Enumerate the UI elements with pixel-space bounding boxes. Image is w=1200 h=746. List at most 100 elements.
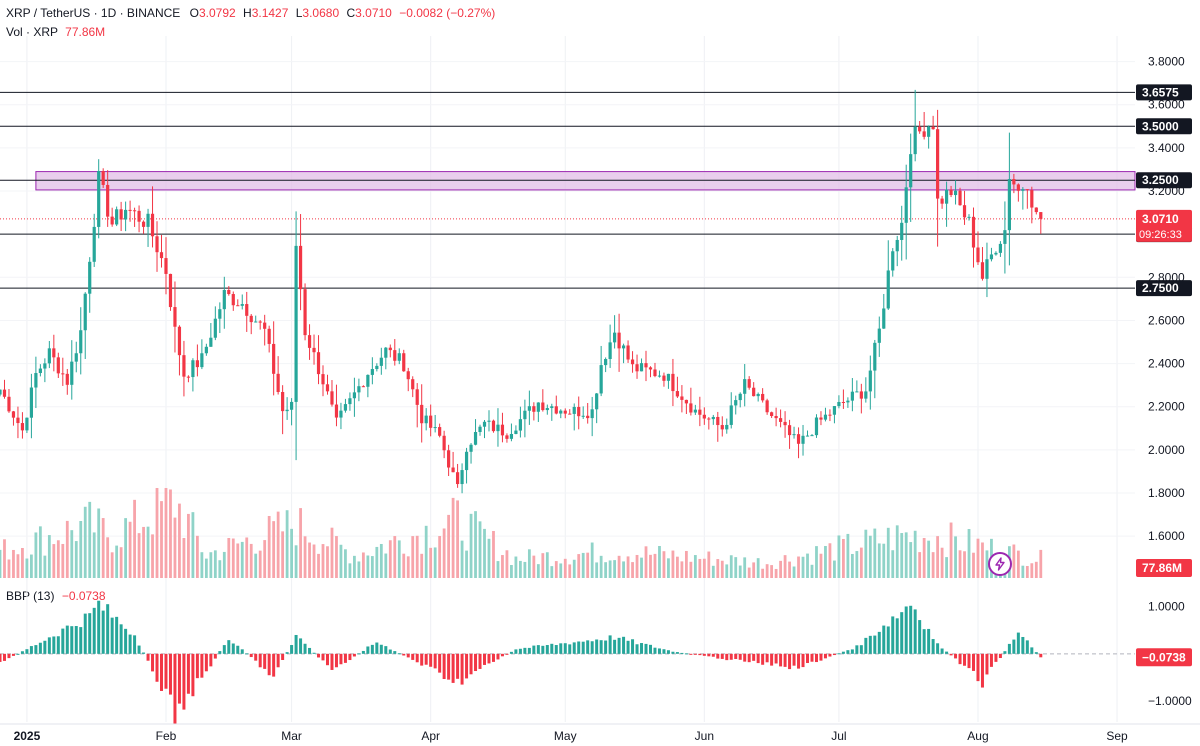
bbp-last-badge: −0.0738 <box>1136 648 1192 667</box>
candle <box>281 385 285 435</box>
volume-bar <box>496 561 500 578</box>
volume-bar <box>195 535 199 578</box>
volume-bar <box>124 518 128 578</box>
candle <box>2 379 7 399</box>
volume-bar <box>635 554 639 578</box>
candle <box>586 403 590 424</box>
candle <box>213 306 217 341</box>
candle-body <box>164 258 168 274</box>
symbol-title[interactable]: XRP / TetherUS · 1D · BINANCE <box>6 6 181 20</box>
volume-bar <box>357 561 361 578</box>
bbp-bar <box>182 653 186 710</box>
bbp-bar <box>200 653 204 678</box>
bbp-bar <box>788 653 792 670</box>
candle <box>805 430 810 437</box>
candle <box>455 463 460 488</box>
candle <box>366 374 370 398</box>
bbp-bar <box>693 653 697 655</box>
candle <box>101 168 105 188</box>
candle <box>595 393 599 424</box>
candle <box>132 207 137 227</box>
bbp-bar <box>213 653 217 659</box>
candle-body <box>38 368 42 374</box>
bbp-bar <box>245 653 249 655</box>
candle <box>846 397 850 408</box>
candle-body <box>420 404 424 424</box>
candle-body <box>442 435 446 451</box>
volume-bar <box>236 543 240 578</box>
candle <box>272 321 276 396</box>
bbp-bar <box>590 641 594 654</box>
volume-bar <box>137 533 141 578</box>
volume-bar <box>877 543 881 578</box>
bbp-bar <box>595 639 599 654</box>
bbp-bar <box>505 653 509 655</box>
candle <box>182 340 186 397</box>
volume-bar <box>119 547 123 578</box>
bbp-bar <box>474 653 478 672</box>
bbp-bar <box>989 653 993 667</box>
candle <box>500 412 505 443</box>
candle-body <box>698 409 702 415</box>
candle-body <box>0 389 2 395</box>
candle-body <box>707 418 711 420</box>
candle <box>675 376 680 399</box>
candle-body <box>805 435 810 437</box>
volume-bar <box>164 488 168 578</box>
bbp-bar <box>509 651 513 654</box>
bbp-bar <box>388 649 392 654</box>
candle-body <box>191 360 195 378</box>
candle-body <box>801 435 805 444</box>
volume-bar <box>335 536 338 578</box>
bbp-legend[interactable]: BBP (13) −0.0738 <box>6 589 106 603</box>
candle <box>702 407 706 425</box>
bbp-bar <box>841 651 845 654</box>
candle-body <box>146 213 150 227</box>
candle-body <box>832 406 837 415</box>
bbp-bar <box>980 653 984 688</box>
bbp-bar <box>16 653 20 655</box>
candle <box>361 385 365 388</box>
volume-bar <box>303 536 307 578</box>
candle-body <box>693 409 697 413</box>
volume-bar <box>716 559 720 578</box>
candle <box>406 367 410 392</box>
bbp-bar <box>339 653 343 665</box>
candle <box>298 214 303 311</box>
volume-bar <box>106 537 110 578</box>
volume-bar <box>981 542 984 578</box>
volume-bar <box>317 553 320 578</box>
bbp-bar <box>823 653 827 659</box>
bbp-bar <box>1030 647 1034 654</box>
candle <box>186 375 191 383</box>
volume-legend[interactable]: Vol · XRP 77.86M <box>6 25 105 39</box>
time-axis-tick: May <box>554 729 577 743</box>
candle-body <box>877 328 881 343</box>
bbp-bar <box>285 652 289 654</box>
bbp-bar <box>290 645 294 654</box>
bbp-bar <box>1007 643 1011 654</box>
bbp-bar <box>442 653 446 680</box>
bbp-bar <box>868 635 872 654</box>
candle <box>953 180 958 205</box>
volume-bar <box>801 556 805 578</box>
candle <box>447 444 451 477</box>
candle <box>222 276 226 329</box>
candle-body <box>523 410 527 420</box>
volume-bar <box>756 558 760 578</box>
volume-label: Vol · XRP <box>6 25 58 39</box>
candle <box>321 365 325 397</box>
candle-body <box>743 379 747 394</box>
volume-bar <box>810 564 814 578</box>
bbp-bar <box>276 653 280 668</box>
candle-body <box>119 209 123 220</box>
candle-body <box>509 433 514 439</box>
volume-bar <box>361 552 365 578</box>
candle <box>859 383 863 414</box>
candle-body <box>56 357 60 374</box>
candle-body <box>447 450 451 468</box>
candle <box>433 414 437 433</box>
bbp-bar <box>61 628 65 654</box>
alert-button[interactable] <box>988 552 1012 576</box>
